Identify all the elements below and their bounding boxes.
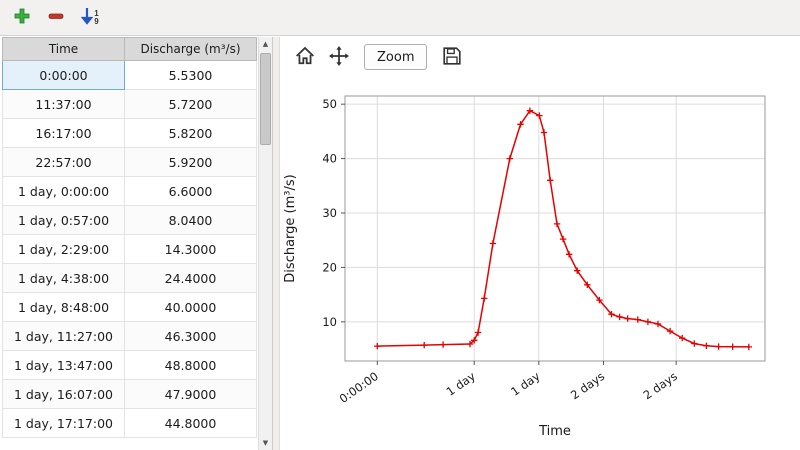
scroll-down-arrow-icon[interactable]: ▼ xyxy=(262,439,269,447)
discharge-cell[interactable]: 48.8000 xyxy=(124,350,257,380)
scrollbar-thumb[interactable] xyxy=(260,53,271,145)
sort-digit-bottom: 9 xyxy=(94,16,99,26)
table-row: 0:00:00 5.5300 xyxy=(2,60,257,90)
scroll-up-arrow-icon[interactable]: ▲ xyxy=(262,40,269,48)
plot-border xyxy=(344,95,766,362)
discharge-cell[interactable]: 5.7200 xyxy=(124,89,257,119)
column-header-time[interactable]: Time xyxy=(2,37,125,61)
time-cell[interactable]: 1 day, 16:07:00 xyxy=(2,379,125,409)
y-tick-label: 30 xyxy=(322,206,337,220)
table-row: 1 day, 2:29:00 14.3000 xyxy=(2,234,257,264)
time-cell[interactable]: 1 day, 2:29:00 xyxy=(2,234,125,264)
discharge-cell[interactable]: 40.0000 xyxy=(124,292,257,322)
plus-icon xyxy=(13,7,31,28)
discharge-cell[interactable]: 24.4000 xyxy=(124,263,257,293)
table-header-row: Time Discharge (m³/s) xyxy=(2,37,257,61)
y-tick-label: 20 xyxy=(322,260,337,274)
table-row: 1 day, 0:57:00 8.0400 xyxy=(2,205,257,235)
table-row: 16:17:00 5.8200 xyxy=(2,118,257,148)
table-row: 22:57:00 5.9200 xyxy=(2,147,257,177)
time-cell[interactable]: 1 day, 11:27:00 xyxy=(2,321,125,351)
chart-nav-toolbar: Zoom xyxy=(280,37,800,75)
chart-markers xyxy=(374,107,752,351)
table-row: 1 day, 16:07:00 47.9000 xyxy=(2,379,257,409)
discharge-cell[interactable]: 14.3000 xyxy=(124,234,257,264)
time-cell[interactable]: 1 day, 4:38:00 xyxy=(2,263,125,293)
discharge-table-panel: Time Discharge (m³/s) 0:00:00 5.5300 11:37… xyxy=(0,37,272,450)
pan-button[interactable] xyxy=(324,42,354,72)
table-row: 1 day, 4:38:00 24.4000 xyxy=(2,263,257,293)
sort-numeric-icon xyxy=(80,7,94,28)
zoom-button[interactable]: Zoom xyxy=(364,44,428,70)
time-cell[interactable]: 1 day, 0:00:00 xyxy=(2,176,125,206)
time-cell[interactable]: 1 day, 13:47:00 xyxy=(2,350,125,380)
x-tick-label: 1 day xyxy=(444,369,479,399)
time-cell[interactable]: 22:57:00 xyxy=(2,147,125,177)
table-toolbar: 1 9 xyxy=(0,0,800,36)
x-tick-label: 1 day xyxy=(508,369,543,399)
x-tick-label: 2 days xyxy=(641,369,680,402)
table-row: 1 day, 17:17:00 44.8000 xyxy=(2,408,257,438)
panel-splitter[interactable] xyxy=(272,37,280,450)
home-button[interactable] xyxy=(290,42,320,72)
x-tick-label: 2 days xyxy=(568,369,607,402)
time-cell[interactable]: 11:37:00 xyxy=(2,89,125,119)
x-axis-label: Time xyxy=(538,424,571,439)
discharge-cell[interactable]: 46.3000 xyxy=(124,321,257,351)
chart-line xyxy=(377,109,749,348)
time-cell[interactable]: 16:17:00 xyxy=(2,118,125,148)
time-cell[interactable]: 1 day, 17:17:00 xyxy=(2,408,125,438)
home-icon xyxy=(295,46,315,69)
discharge-cell[interactable]: 5.9200 xyxy=(124,147,257,177)
sort-digit-top: 1 xyxy=(94,8,99,18)
time-cell[interactable]: 1 day, 0:57:00 xyxy=(2,205,125,235)
y-tick-label: 40 xyxy=(322,152,337,166)
discharge-table: Time Discharge (m³/s) 0:00:00 5.5300 11:37… xyxy=(2,37,257,450)
save-button[interactable] xyxy=(437,42,467,72)
discharge-cell[interactable]: 5.8200 xyxy=(124,118,257,148)
discharge-hydrograph-chart[interactable]: 0:00:00 1 day 1 day 2 days 2 days 10 20 30 40 50 T… xyxy=(280,75,800,450)
y-tick-label: 50 xyxy=(322,97,337,111)
discharge-cell[interactable]: 5.5300 xyxy=(124,60,257,90)
y-axis-label: Discharge (m³/s) xyxy=(283,174,298,282)
table-row: 11:37:00 5.7200 xyxy=(2,89,257,119)
sort-digits: 1 9 xyxy=(94,8,99,26)
table-vertical-scrollbar[interactable]: ▲ ▼ xyxy=(258,37,272,450)
pan-move-icon xyxy=(329,45,349,69)
table-row: 1 day, 13:47:00 48.8000 xyxy=(2,350,257,380)
minus-icon xyxy=(47,7,65,28)
discharge-cell[interactable]: 6.6000 xyxy=(124,176,257,206)
sort-button[interactable]: 1 9 xyxy=(76,4,104,32)
chart-panel: Zoom 0:00:00 1 day 1 day 2 days 2 days 10 20 30… xyxy=(280,37,800,450)
column-header-discharge[interactable]: Discharge (m³/s) xyxy=(124,37,257,61)
table-row: 1 day, 0:00:00 6.6000 xyxy=(2,176,257,206)
add-row-button[interactable] xyxy=(8,4,36,32)
save-floppy-icon xyxy=(442,46,462,69)
table-row: 1 day, 8:48:00 40.0000 xyxy=(2,292,257,322)
time-cell[interactable]: 1 day, 8:48:00 xyxy=(2,292,125,322)
table-row: 1 day, 11:27:00 46.3000 xyxy=(2,321,257,351)
x-tick-label: 0:00:00 xyxy=(337,369,381,406)
remove-row-button[interactable] xyxy=(42,4,70,32)
time-cell[interactable]: 0:00:00 xyxy=(2,60,125,90)
discharge-cell[interactable]: 44.8000 xyxy=(124,408,257,438)
discharge-cell[interactable]: 8.0400 xyxy=(124,205,257,235)
discharge-cell[interactable]: 47.9000 xyxy=(124,379,257,409)
y-tick-label: 10 xyxy=(322,315,337,329)
